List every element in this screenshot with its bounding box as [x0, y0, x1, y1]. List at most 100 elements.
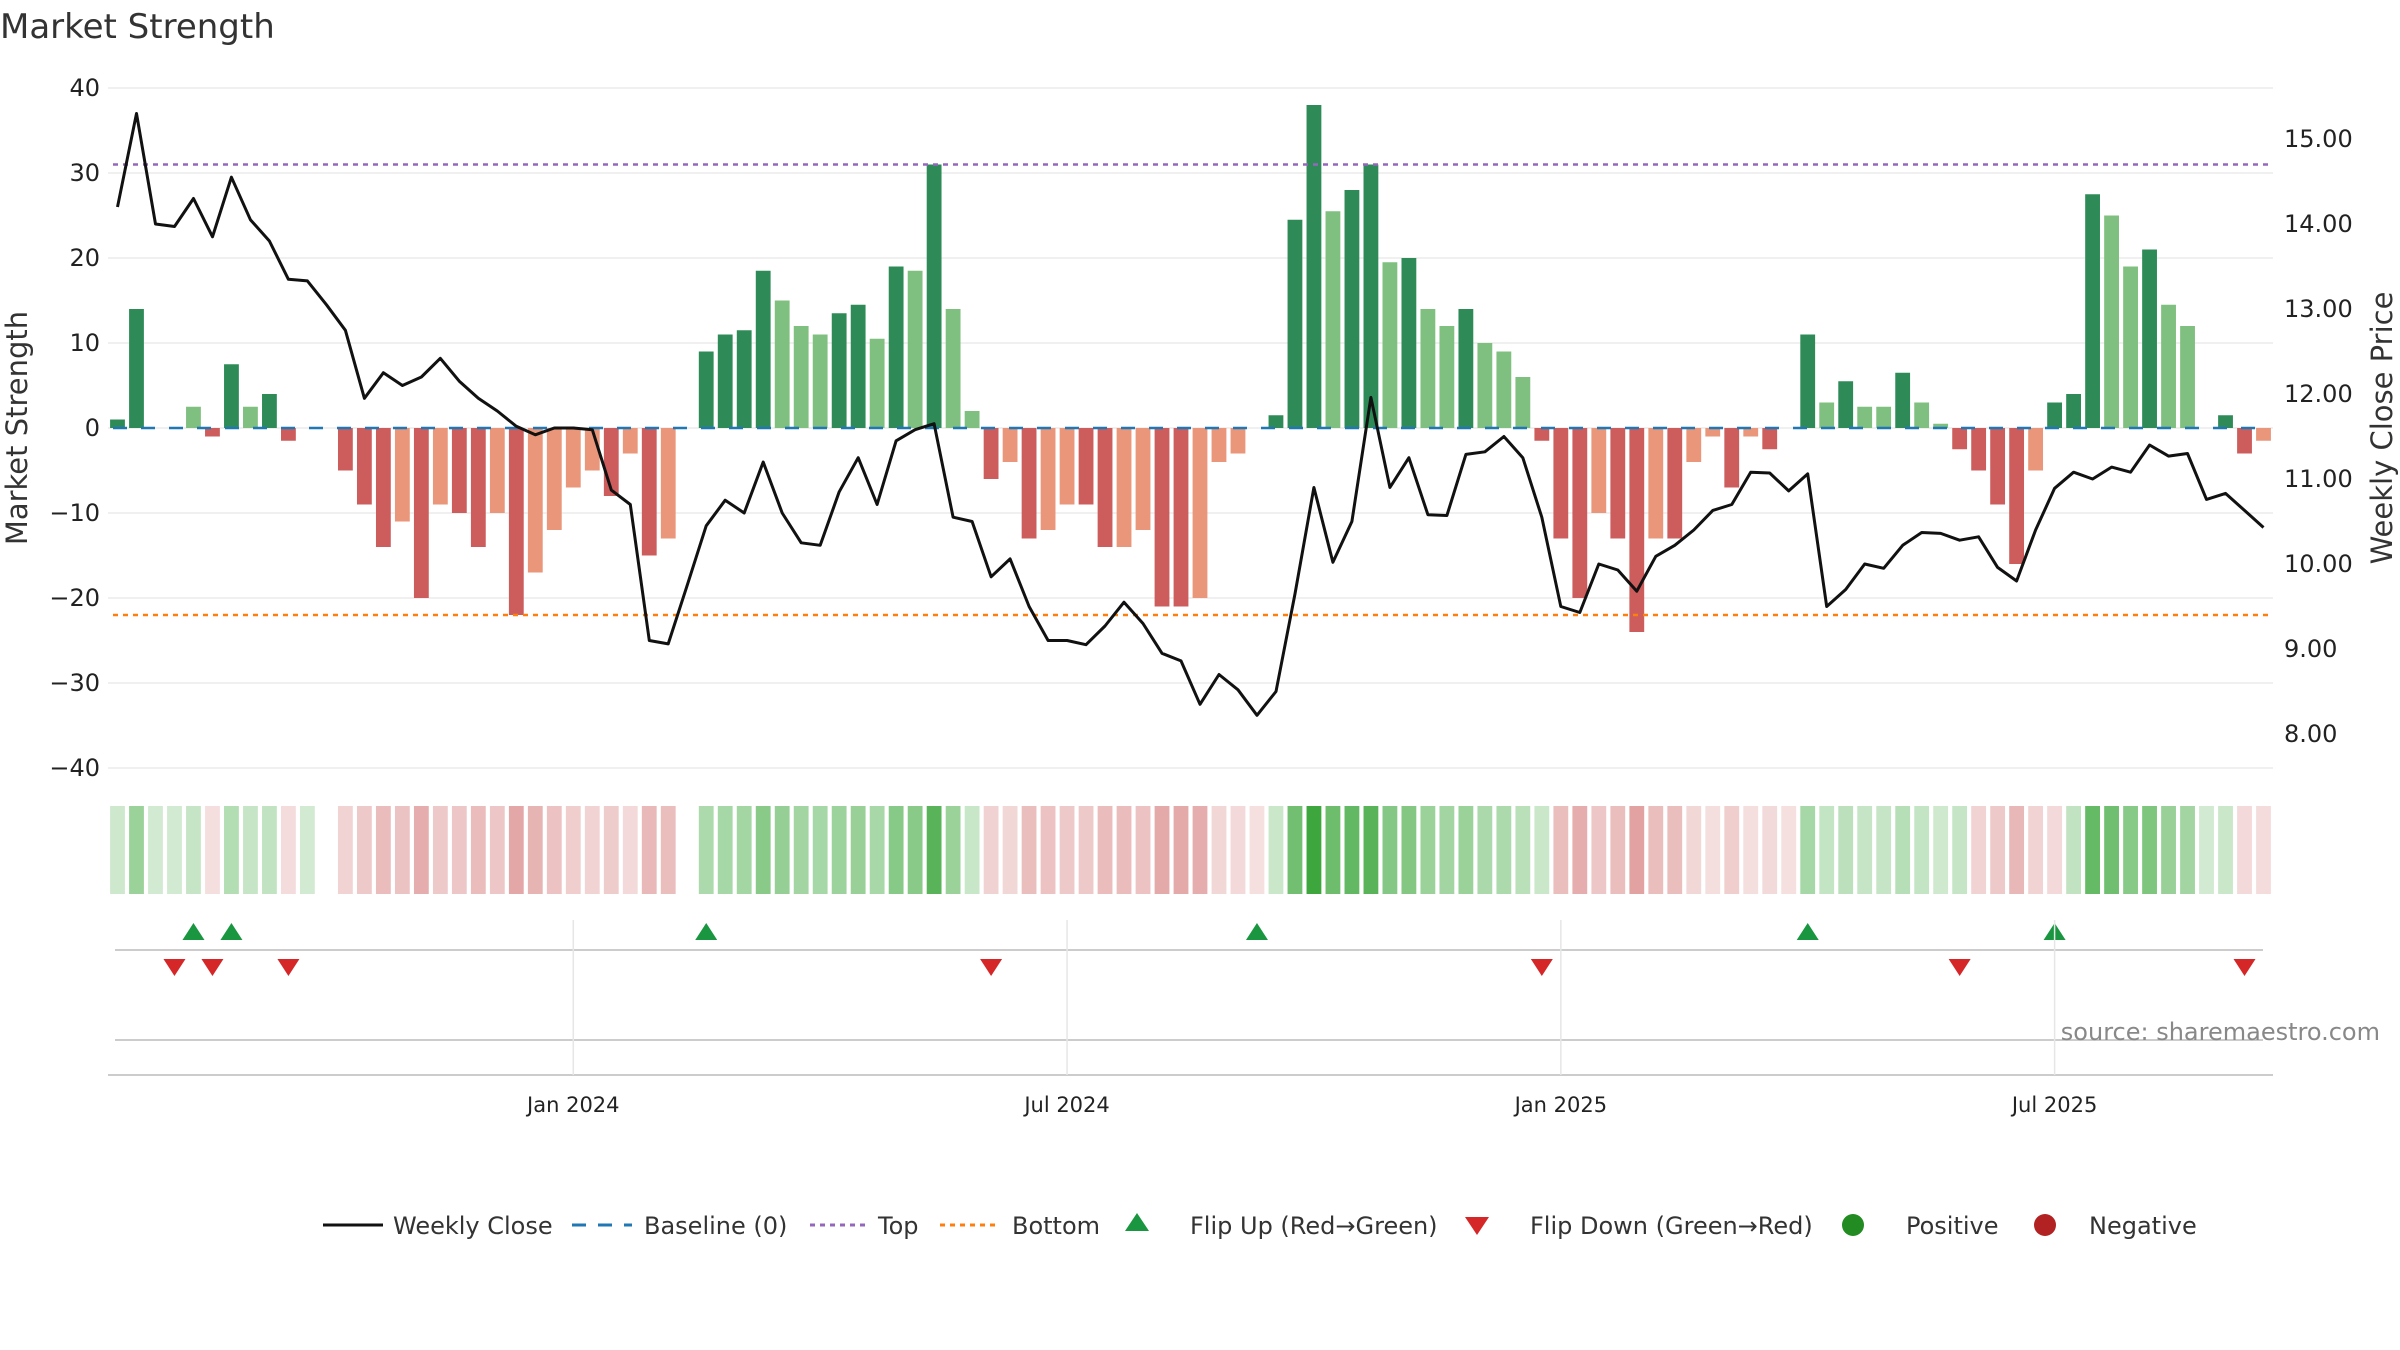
x-tick-label: Jan 2025	[1513, 1093, 1608, 1117]
strength-bar	[375, 428, 391, 547]
left-tick-label: 20	[69, 244, 100, 272]
strip-cell	[1211, 806, 1227, 894]
strength-bar	[489, 428, 505, 513]
x-tick-label: Jan 2024	[525, 1093, 620, 1117]
flip-up-marker	[1245, 923, 1268, 940]
strip-cell	[698, 806, 714, 894]
strength-bar	[1021, 428, 1037, 539]
strength-bar	[2161, 304, 2176, 428]
strip-cell	[660, 806, 676, 894]
strength-bar	[926, 164, 942, 428]
strip-cell	[1933, 806, 1949, 894]
strip-cell	[489, 806, 505, 894]
legend-label: Flip Up (Red→Green)	[1190, 1212, 1438, 1240]
legend-flip-down-icon	[1465, 1217, 1489, 1235]
right-tick-label: 14.00	[2284, 210, 2353, 238]
strength-bar	[1496, 351, 1512, 428]
strength-bar	[1743, 428, 1759, 437]
flip-up-marker	[695, 923, 718, 940]
strength-bar	[1420, 309, 1436, 428]
legend-label: Positive	[1906, 1212, 1999, 1240]
strength-bar	[1002, 428, 1018, 462]
strip-cell	[1553, 806, 1569, 894]
strip-cell	[1629, 806, 1645, 894]
strength-bar	[1705, 428, 1721, 437]
strip-cell	[2142, 806, 2157, 894]
strip-cell	[186, 806, 201, 894]
strip-cell	[2180, 806, 2195, 894]
strip-cell	[2009, 806, 2025, 894]
strip-cell	[1648, 806, 1664, 894]
strip-cell	[2104, 806, 2119, 894]
strip-cell	[1477, 806, 1493, 894]
strip-cell	[774, 806, 790, 894]
strength-bar	[2256, 428, 2271, 441]
strip-cell	[394, 806, 410, 894]
strength-bar	[1135, 428, 1151, 530]
strength-bar	[1819, 402, 1835, 428]
strip-cell	[205, 806, 220, 894]
gridlines	[108, 87, 2273, 1076]
strip-cell	[2028, 806, 2044, 894]
left-tick-label: −10	[49, 499, 100, 527]
strength-bar	[850, 304, 866, 428]
strip-cell	[2161, 806, 2176, 894]
strip-cell	[1800, 806, 1816, 894]
strength-bar	[2123, 266, 2138, 428]
right-axis-title: Weekly Close Price	[2365, 292, 2399, 565]
strength-bar	[1059, 428, 1075, 505]
right-tick-label: 15.00	[2284, 125, 2353, 153]
regime-strip	[110, 806, 2271, 894]
strength-bar	[2009, 428, 2025, 564]
flip-down-marker	[2233, 959, 2256, 976]
strip-cell	[964, 806, 980, 894]
strip-cell	[1971, 806, 1987, 894]
strip-cell	[1268, 806, 1284, 894]
strip-cell	[1116, 806, 1132, 894]
strip-cell	[1382, 806, 1398, 894]
strength-bar	[508, 428, 524, 615]
strength-bar	[983, 428, 999, 479]
left-tick-label: −40	[49, 754, 100, 782]
strip-cell	[1420, 806, 1436, 894]
strip-cell	[167, 806, 182, 894]
strength-bar	[2218, 415, 2233, 428]
strength-bar	[2142, 249, 2157, 428]
strength-bar	[1287, 219, 1303, 428]
left-tick-label: 30	[69, 159, 100, 187]
strength-bars	[110, 105, 2271, 632]
strength-bar	[224, 364, 239, 428]
strength-bar	[698, 351, 714, 428]
strip-cell	[1078, 806, 1094, 894]
strength-bar	[1914, 402, 1930, 428]
strip-cell	[1914, 806, 1930, 894]
strength-bar	[1952, 428, 1968, 450]
strip-cell	[2199, 806, 2214, 894]
strength-bar	[660, 428, 676, 539]
legend-label: Negative	[2089, 1212, 2197, 1240]
strip-cell	[641, 806, 657, 894]
strength-bar	[110, 419, 125, 428]
strip-cell	[1059, 806, 1075, 894]
strength-bar	[1116, 428, 1132, 547]
strip-cell	[869, 806, 885, 894]
strip-cell	[1762, 806, 1778, 894]
legend-label: Weekly Close	[393, 1212, 553, 1240]
strip-cell	[470, 806, 486, 894]
strip-cell	[1496, 806, 1512, 894]
strength-bar	[546, 428, 562, 530]
strength-bar	[736, 330, 752, 428]
strength-bar	[281, 428, 296, 441]
strip-cell	[1534, 806, 1550, 894]
strength-bar	[470, 428, 486, 547]
strength-bar	[831, 313, 847, 428]
strength-bar	[2085, 194, 2100, 428]
strength-bar	[964, 411, 980, 428]
strength-bar	[1382, 262, 1398, 428]
reference-lines	[113, 163, 2268, 617]
strength-bar	[1648, 428, 1664, 539]
strength-bar	[205, 428, 220, 437]
strip-cell	[736, 806, 752, 894]
right-tick-label: 9.00	[2284, 635, 2337, 663]
strip-cell	[1591, 806, 1607, 894]
